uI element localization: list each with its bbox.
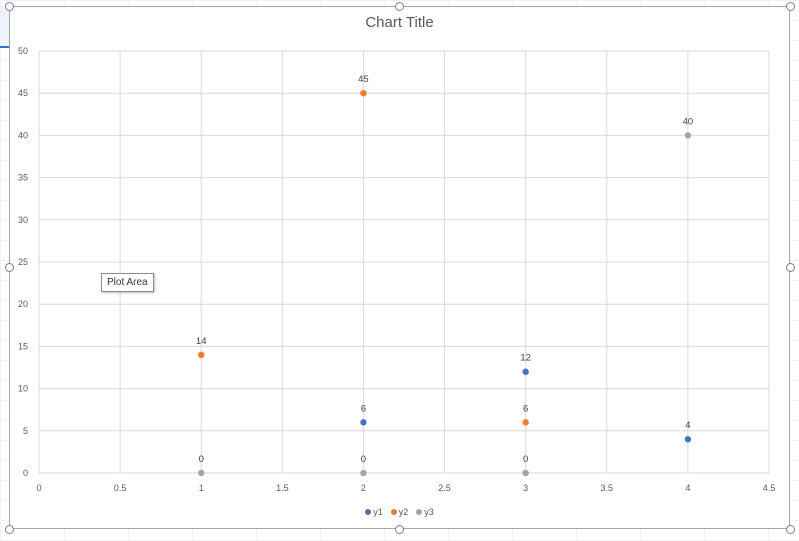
legend-item-y3[interactable]: y3 [416,507,434,517]
data-point-y1[interactable] [360,419,367,426]
legend-item-y1[interactable]: y1 [365,507,383,517]
x-tick-label: 0 [36,483,41,493]
chart-legend[interactable]: y1 y2 y3 [0,507,799,517]
resize-handle-bottom-right[interactable] [786,525,795,534]
legend-marker-y3 [416,509,423,515]
data-label-y3: 0 [361,454,366,465]
data-point-y2[interactable] [522,419,529,426]
x-tick-label: 4.5 [763,483,776,493]
x-tick-label: 1 [199,483,204,493]
y-tick-label: 25 [18,257,28,267]
data-point-y3[interactable] [522,469,529,477]
legend-label: y1 [373,507,383,517]
y-tick-label: 40 [18,130,28,140]
data-point-y2[interactable] [198,351,205,359]
x-tick-label: 4 [685,483,690,493]
legend-marker-y1 [365,509,372,515]
y-tick-label: 5 [23,426,28,436]
chart-title[interactable]: Chart Title [365,14,434,31]
data-point-y2[interactable] [360,90,367,97]
x-tick-label: 2 [361,483,366,493]
y-tick-label: 50 [18,46,28,56]
resize-handle-middle-left[interactable] [5,263,14,272]
data-label-y3: 0 [523,454,528,465]
x-tick-label: 1.5 [276,483,289,493]
data-point-y3[interactable] [684,132,692,139]
data-point-y1[interactable] [684,436,692,443]
x-tick-label: 3 [523,483,528,493]
data-label-y1: 4 [685,420,690,431]
data-label-y1: 12 [520,353,531,364]
y-tick-label: 10 [18,384,28,394]
y-tick-label: 35 [18,173,28,183]
resize-handle-bottom-left[interactable] [5,525,14,534]
data-label-y1: 6 [361,403,366,414]
resize-handle-top-center[interactable] [395,2,404,11]
data-point-y1[interactable] [522,368,529,375]
x-tick-label: 2.5 [438,483,451,493]
legend-label: y3 [424,507,434,517]
x-tick-label: 0.5 [114,483,127,493]
data-label-y3: 40 [683,116,694,127]
data-point-y3[interactable] [360,469,367,477]
resize-handle-bottom-center[interactable] [395,525,404,534]
data-label-y2: 6 [523,403,528,414]
data-label-y3: 0 [199,454,204,465]
y-tick-label: 45 [18,88,28,98]
plot-area-tooltip: Plot Area [101,273,154,292]
data-point-y3[interactable] [198,469,205,477]
data-label-y2: 45 [358,74,369,85]
y-tick-label: 15 [18,341,28,351]
resize-handle-top-left[interactable] [5,2,14,11]
resize-handle-top-right[interactable] [786,2,795,11]
y-tick-label: 0 [23,468,28,478]
legend-label: y2 [398,507,409,517]
data-label-y2: 14 [196,336,207,347]
y-tick-label: 30 [18,215,28,225]
legend-item-y2[interactable]: y2 [390,507,409,517]
resize-handle-middle-right[interactable] [786,263,795,272]
y-tick-label: 20 [18,299,28,309]
x-tick-label: 3.5 [601,483,614,493]
legend-marker-y2 [390,509,397,515]
